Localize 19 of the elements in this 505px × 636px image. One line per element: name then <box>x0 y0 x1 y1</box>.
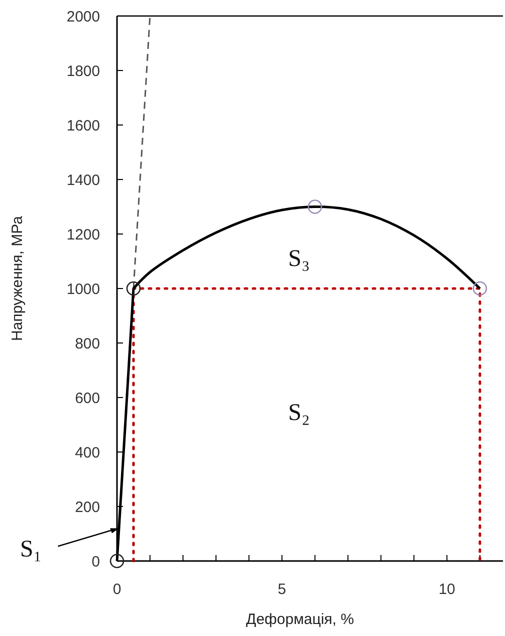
y-tick-label: 800 <box>74 335 100 352</box>
annotation: S₁ <box>20 536 42 562</box>
x-tick-label: 5 <box>278 581 286 598</box>
y-tick-label: 1600 <box>66 117 100 134</box>
y-tick-label: 1000 <box>66 280 100 298</box>
y-tick-label: 200 <box>74 498 100 516</box>
y-tick-label: 1800 <box>66 62 100 80</box>
annotation: S₃ <box>288 246 310 272</box>
y-tick-label: 400 <box>74 444 100 462</box>
x-tick-label: 0 <box>112 581 122 598</box>
x-axis-title: Деформація, % <box>246 611 354 628</box>
y-tick-label: 1400 <box>66 172 100 189</box>
y-tick-label: 1200 <box>66 226 100 244</box>
x-tick-label: 10 <box>438 581 456 598</box>
y-axis-title: Напруження, МРа <box>9 215 26 341</box>
annotation: S₂ <box>288 400 310 426</box>
y-tick-label: 0 <box>92 553 100 570</box>
y-tick-label: 2000 <box>66 8 100 26</box>
y-tick-label: 600 <box>74 390 100 407</box>
